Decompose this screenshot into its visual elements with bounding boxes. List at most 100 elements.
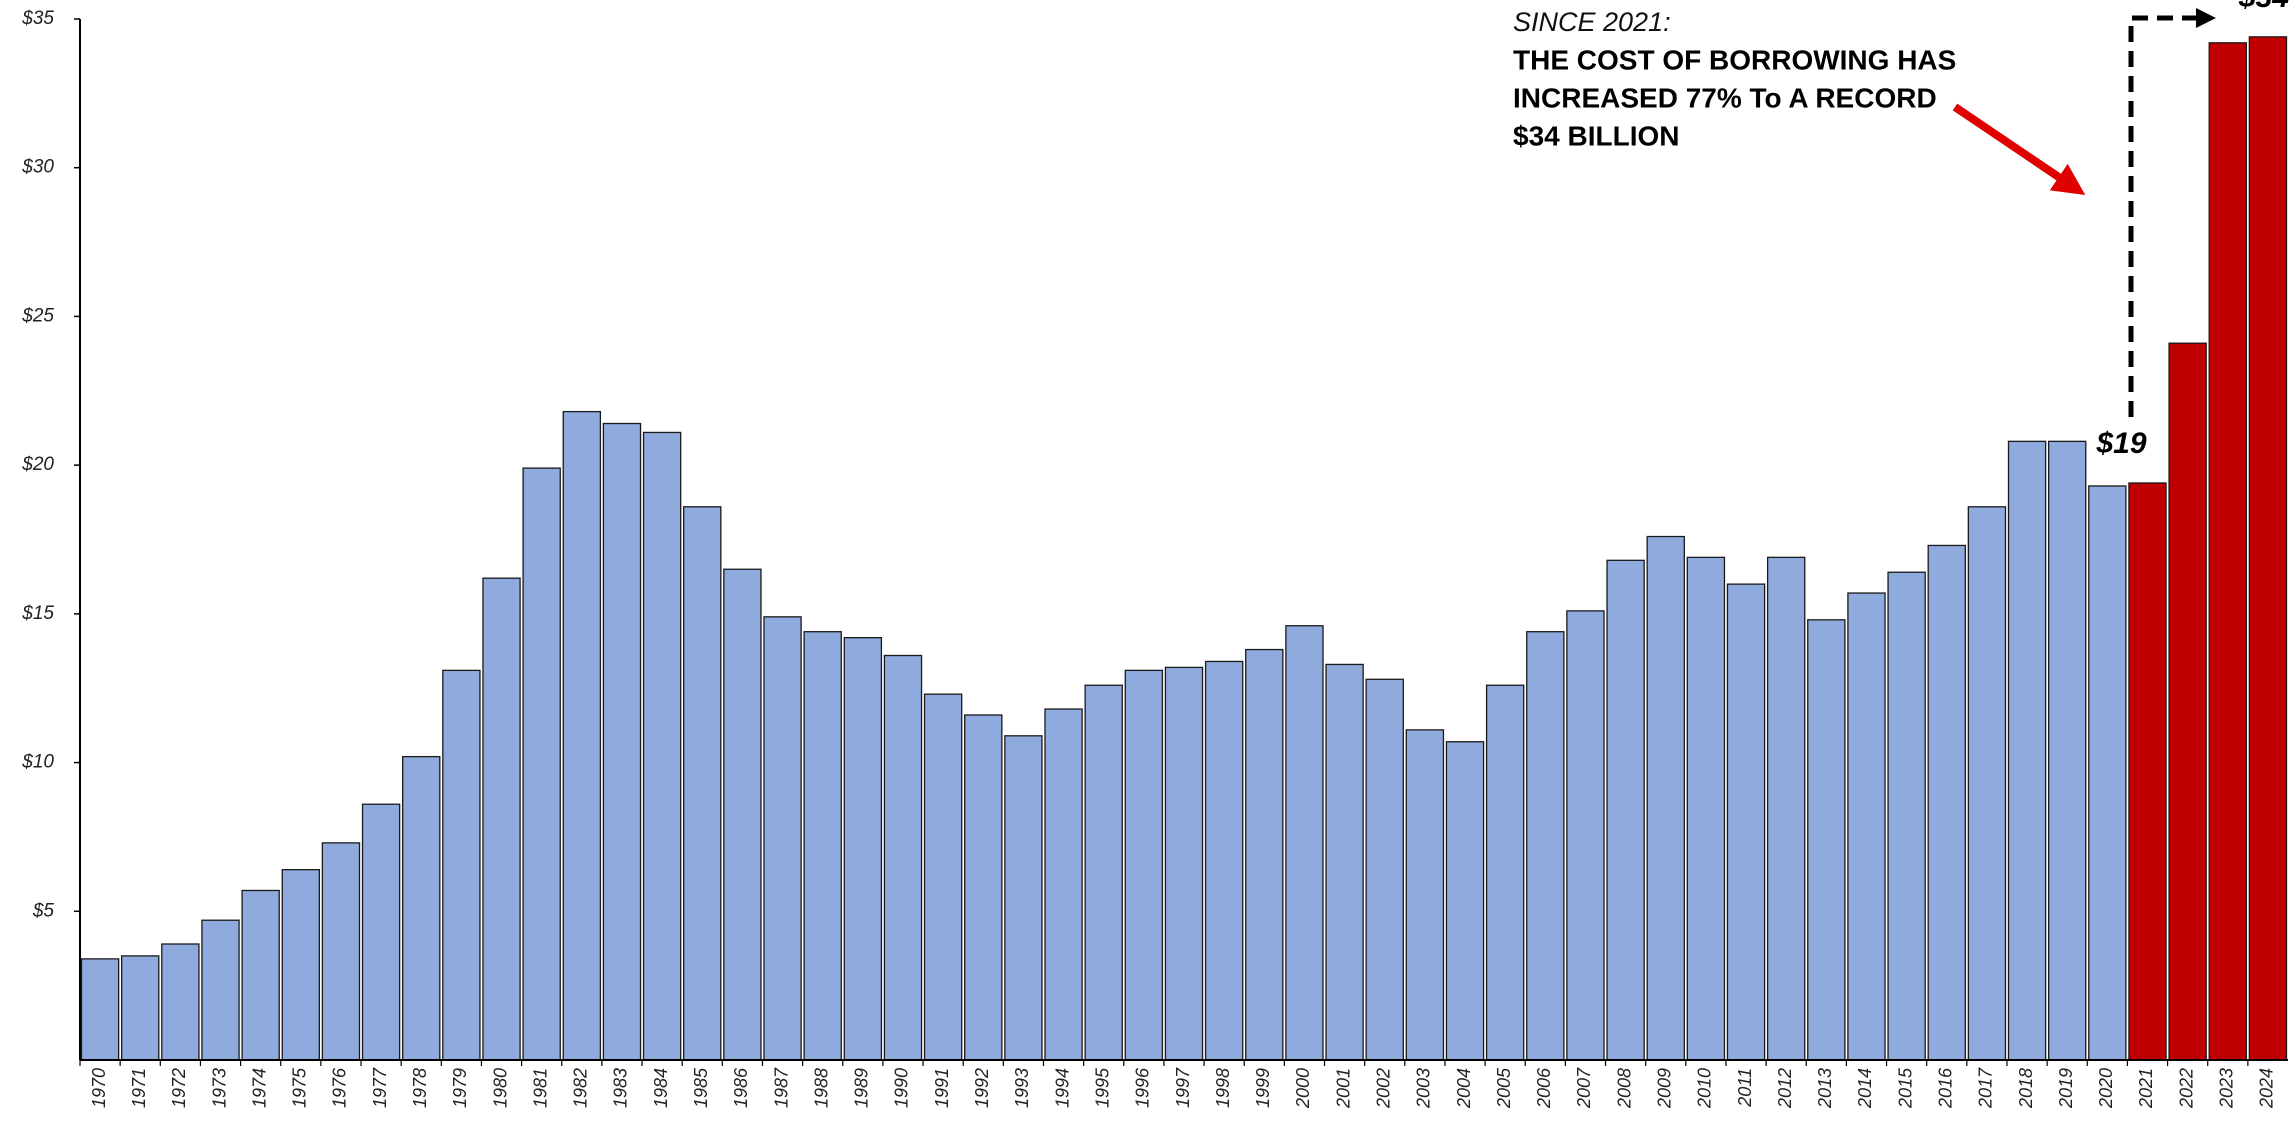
bar (1405, 729, 1445, 1061)
x-tick-label: 2013 (1815, 1068, 1835, 1109)
bar (161, 943, 200, 1061)
x-tick-label: 2019 (2056, 1068, 2076, 1109)
x-tick-label: 2021 (2136, 1068, 2156, 1109)
x-tick-label: 2012 (1775, 1068, 1795, 1109)
x-tick-label: 1981 (530, 1068, 550, 1108)
bar (763, 616, 802, 1061)
y-tick-label: $30 (21, 157, 54, 178)
x-tick-label: 2003 (1414, 1068, 1434, 1109)
bar (241, 889, 280, 1061)
x-tick-label: 1979 (450, 1068, 470, 1108)
bar (2007, 440, 2047, 1061)
x-tick-label: 1998 (1213, 1068, 1233, 1108)
annotation-arrow (1952, 103, 2086, 195)
x-tick-label: 1988 (811, 1068, 831, 1108)
bar (1245, 648, 1284, 1061)
bar (2208, 42, 2248, 1061)
x-tick-label: 1992 (972, 1068, 992, 1108)
bar (1124, 669, 1164, 1061)
bar (1766, 556, 1806, 1061)
bar (2168, 342, 2207, 1061)
bar (1686, 556, 1726, 1061)
bar (1084, 684, 1123, 1061)
x-tick-label: 1991 (932, 1068, 952, 1108)
annotation-subtitle: SINCE 2021: (1513, 7, 1671, 37)
bar (642, 431, 682, 1061)
bar (442, 669, 481, 1061)
bar (2128, 482, 2167, 1061)
bar (683, 506, 722, 1061)
x-tick-label: 1985 (691, 1067, 711, 1108)
bar (1526, 631, 1565, 1061)
x-tick-label: 2000 (1293, 1068, 1313, 1109)
bar (1325, 663, 1364, 1061)
bar (1606, 559, 1645, 1061)
x-tick-label: 1978 (410, 1068, 430, 1108)
x-tick-label: 1977 (370, 1067, 390, 1108)
bar (1887, 571, 1926, 1061)
bar (1807, 619, 1846, 1061)
x-tick-label: 1980 (490, 1068, 510, 1108)
bar (1927, 544, 1966, 1061)
x-tick-label: 2015 (1895, 1067, 1915, 1109)
data-label: $19 (2095, 427, 2146, 460)
bar (1164, 666, 1204, 1061)
bar (1726, 583, 1766, 1061)
x-tick-label: 1986 (731, 1067, 751, 1108)
bar (201, 919, 240, 1061)
bar (361, 803, 401, 1061)
x-tick-label: 1996 (1133, 1067, 1153, 1108)
x-tick-label: 2007 (1574, 1067, 1594, 1109)
bar (2047, 440, 2087, 1061)
x-tick-label: 2018 (2016, 1068, 2036, 1109)
bar (803, 631, 842, 1061)
x-tick-label: 1971 (129, 1068, 149, 1108)
bar (522, 467, 561, 1061)
x-tick-label: 1989 (852, 1068, 872, 1108)
x-tick-label: 2024 (2257, 1068, 2277, 1109)
y-tick-label: $35 (21, 8, 54, 29)
x-tick-label: 1995 (1092, 1067, 1112, 1108)
x-tick-label: 1983 (611, 1068, 631, 1108)
x-tick-label: 1993 (1012, 1068, 1032, 1108)
bar (1967, 506, 2007, 1061)
x-tick-label: 2020 (2096, 1068, 2116, 1109)
bar (1365, 678, 1404, 1061)
bar (402, 755, 441, 1061)
bar (1004, 735, 1043, 1061)
x-tick-label: 1974 (249, 1068, 269, 1108)
x-tick-label: 2008 (1614, 1068, 1634, 1109)
bar (602, 422, 642, 1061)
x-tick-label: 1972 (169, 1068, 189, 1108)
bar (281, 868, 321, 1061)
bar (923, 693, 963, 1061)
x-tick-label: 2006 (1534, 1067, 1554, 1109)
y-tick-label: $5 (32, 900, 55, 921)
x-tick-label: 2002 (1373, 1068, 1393, 1109)
bar (482, 577, 521, 1061)
bar (1285, 625, 1324, 1061)
x-tick-label: 2004 (1454, 1068, 1474, 1109)
x-tick-label: 1999 (1253, 1068, 1273, 1108)
bar (1646, 535, 1685, 1061)
bar (883, 654, 923, 1061)
x-tick-label: 1987 (771, 1067, 791, 1108)
x-tick-label: 2014 (1855, 1068, 1875, 1109)
y-tick-label: $20 (21, 454, 54, 475)
plot-area: $5 $10 $15 $20 $25 $30 $35 1970 1971 1972 1973 1974… (21, 8, 2288, 1109)
bar (723, 568, 762, 1061)
bar (1566, 610, 1605, 1061)
bar (321, 842, 361, 1061)
x-tick-label: 2022 (2176, 1068, 2196, 1109)
bar (1847, 592, 1886, 1061)
bar (1485, 684, 1525, 1061)
x-tick-label: 2010 (1695, 1068, 1715, 1109)
bar (2248, 36, 2288, 1061)
bar (843, 637, 883, 1061)
x-tick-label: 2023 (2217, 1068, 2237, 1109)
x-tick-label: 2016 (1936, 1067, 1956, 1109)
growth-bracket (2128, 8, 2216, 417)
x-tick-label: 1982 (571, 1068, 591, 1108)
x-tick-label: 1973 (209, 1068, 229, 1108)
